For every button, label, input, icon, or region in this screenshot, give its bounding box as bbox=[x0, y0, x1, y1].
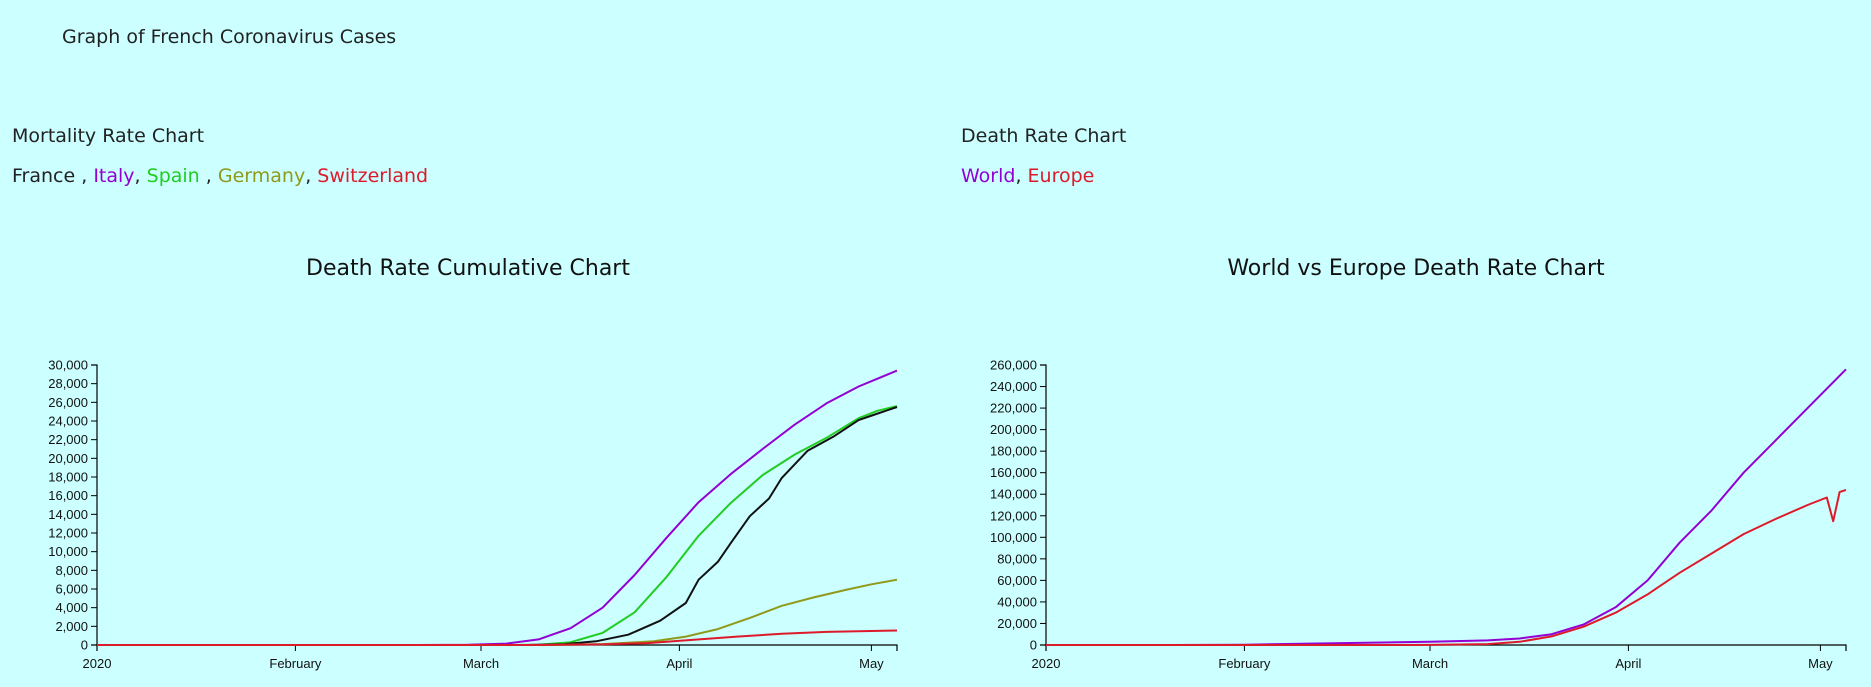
y-tick-label: 30,000 bbox=[48, 358, 88, 373]
y-axis-line bbox=[1040, 364, 1047, 646]
x-tick-label: May bbox=[1808, 656, 1833, 671]
y-tick-label: 40,000 bbox=[997, 594, 1037, 609]
legend-separator: , bbox=[1015, 165, 1028, 187]
y-tick-label: 100,000 bbox=[990, 530, 1037, 545]
y-tick-label: 180,000 bbox=[990, 444, 1037, 459]
mortality-legend-france: France bbox=[12, 165, 76, 187]
x-tick-label: 2020 bbox=[1032, 656, 1061, 671]
death-rate-section-title: Death Rate Chart bbox=[961, 125, 1127, 147]
y-tick-label: 140,000 bbox=[990, 487, 1037, 502]
y-tick-label: 6,000 bbox=[55, 582, 88, 597]
legend-separator: , bbox=[305, 165, 318, 187]
cumulative-axes: 0 2,000 4,000 6,000 8,000 10,000 12,000 14,000 1… bbox=[48, 358, 898, 671]
x-tick-label: 2020 bbox=[83, 656, 112, 671]
x-tick-label: March bbox=[463, 656, 499, 671]
y-tick-label: 0 bbox=[1030, 638, 1037, 653]
legend-separator: , bbox=[199, 165, 218, 187]
y-tick-label: 20,000 bbox=[997, 616, 1037, 631]
y-tick-label: 18,000 bbox=[48, 470, 88, 485]
series-line-switzerland bbox=[97, 629, 898, 646]
y-tick-label: 10,000 bbox=[48, 544, 88, 559]
y-tick-label: 120,000 bbox=[990, 508, 1037, 523]
y-tick-label: 80,000 bbox=[997, 551, 1037, 566]
mortality-legend-spain: Spain bbox=[146, 165, 200, 187]
cumulative-chart-title: Death Rate Cumulative Chart bbox=[306, 256, 630, 281]
death-rate-legend: World, Europe bbox=[961, 165, 1094, 187]
series-line-france bbox=[97, 406, 898, 646]
y-tick-label: 2,000 bbox=[55, 619, 88, 634]
y-tick-label: 240,000 bbox=[990, 379, 1037, 394]
y-tick-label: 28,000 bbox=[48, 376, 88, 391]
y-tick-label: 16,000 bbox=[48, 488, 88, 503]
mortality-legend-switzerland: Switzerland bbox=[317, 165, 429, 187]
y-tick-label: 220,000 bbox=[990, 401, 1037, 416]
y-tick-label: 26,000 bbox=[48, 395, 88, 410]
x-tick-label: May bbox=[859, 656, 884, 671]
x-tick-label: April bbox=[1615, 656, 1641, 671]
world-europe-chart-title: World vs Europe Death Rate Chart bbox=[1227, 256, 1605, 281]
legend-separator: , bbox=[134, 165, 147, 187]
mortality-legend-italy: Italy bbox=[93, 165, 135, 187]
legend-separator: , bbox=[75, 165, 94, 187]
x-tick-label: February bbox=[269, 656, 322, 671]
y-tick-label: 14,000 bbox=[48, 507, 88, 522]
x-tick-label: April bbox=[666, 656, 692, 671]
mortality-legend-germany: Germany bbox=[217, 165, 306, 187]
y-tick-label: 20,000 bbox=[48, 451, 88, 466]
cumulative-death-line-chart: 0 2,000 4,000 6,000 8,000 10,000 12,000 14,000 1… bbox=[48, 358, 898, 671]
mortality-section-title: Mortality Rate Chart bbox=[12, 125, 205, 147]
y-tick-label: 60,000 bbox=[997, 573, 1037, 588]
y-tick-label: 12,000 bbox=[48, 526, 88, 541]
death-rate-legend-world: World bbox=[961, 165, 1016, 187]
x-tick-label: March bbox=[1412, 656, 1448, 671]
series-line-world bbox=[1046, 368, 1847, 646]
death-rate-legend-europe: Europe bbox=[1027, 165, 1095, 187]
world-europe-axes: 0 20,000 40,000 60,000 80,000 100,000 120,000 1… bbox=[990, 358, 1847, 671]
y-tick-label: 22,000 bbox=[48, 432, 88, 447]
y-tick-label: 260,000 bbox=[990, 358, 1037, 373]
y-tick-label: 0 bbox=[81, 638, 88, 653]
y-tick-label: 200,000 bbox=[990, 422, 1037, 437]
x-tick-label: February bbox=[1218, 656, 1271, 671]
series-line-europe bbox=[1046, 488, 1847, 646]
mortality-legend: France , Italy, Spain , Germany, Switzer… bbox=[12, 165, 428, 187]
y-tick-label: 4,000 bbox=[55, 600, 88, 615]
page-title: Graph of French Coronavirus Cases bbox=[62, 26, 397, 48]
y-tick-label: 8,000 bbox=[55, 563, 88, 578]
y-tick-label: 24,000 bbox=[48, 414, 88, 429]
y-tick-label: 160,000 bbox=[990, 465, 1037, 480]
